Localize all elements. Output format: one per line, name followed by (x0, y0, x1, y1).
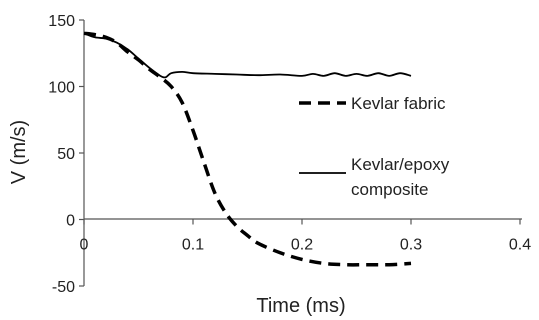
x-tick-label: 0.4 (509, 237, 531, 254)
series-line-kevlar-fabric (83, 31, 412, 267)
x-tick-label: 0.3 (400, 237, 422, 254)
y-tick-label: 0 (66, 213, 75, 230)
series-line-kevlar-epoxy-composite (83, 32, 412, 79)
legend-label-kevlar-fabric: Kevlar fabric (351, 94, 446, 113)
legend-label-kevlar-epoxy-composite: Kevlar/epoxy (351, 155, 450, 174)
x-axis-title: Time (ms) (256, 295, 345, 317)
y-axis-title: V (m/s) (8, 120, 30, 184)
x-tick-label: 0.2 (291, 237, 313, 254)
y-tick-label: 100 (48, 80, 75, 97)
y-tick-label: 150 (48, 13, 75, 30)
x-tick-label: 0.1 (182, 237, 204, 254)
series-layer (83, 31, 412, 267)
legend: Kevlar fabric Kevlar/epoxy composite (299, 94, 450, 199)
y-tick-label: 50 (57, 146, 75, 163)
y-tick-label: -50 (52, 279, 75, 296)
legend-label-kevlar-epoxy-composite: composite (351, 180, 428, 199)
y-ticks: 150 100 50 0 -50 (48, 13, 84, 296)
x-tick-label: 0 (80, 237, 89, 254)
x-ticks: 0 0.1 0.2 0.3 0.4 (80, 219, 531, 254)
